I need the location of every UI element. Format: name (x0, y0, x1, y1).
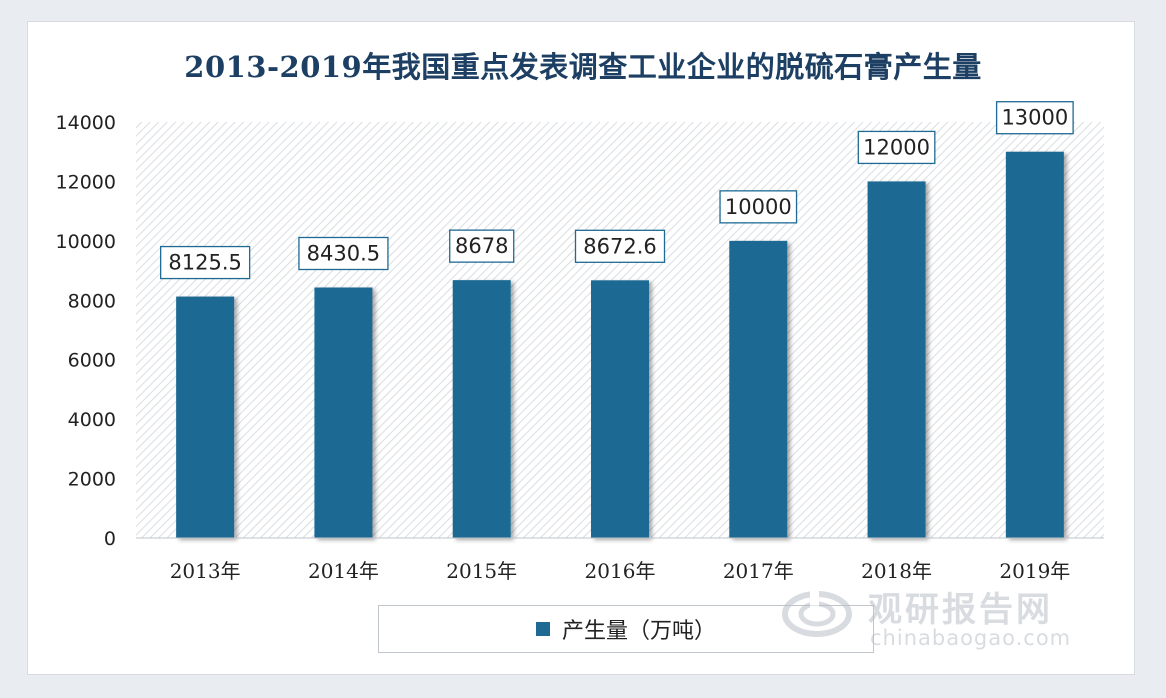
data-label: 10000 (725, 195, 792, 219)
data-labels: 8125.5 8430.5 8678 8672.6 10000 12000 13000 (159, 101, 1074, 280)
watermark: 观研报告网 chinabaogao.com (780, 580, 1110, 660)
data-label-box (857, 130, 936, 165)
bar (176, 296, 235, 538)
data-label-box (298, 236, 389, 271)
data-label: 12000 (863, 135, 930, 159)
y-tick-label: 8000 (68, 290, 116, 312)
x-axis: 2013年 2014年 2015年 2016年 2017年 2018年 2019年 (136, 537, 1104, 583)
data-label: 8678 (455, 234, 508, 258)
x-tick-label: 2017年 (723, 559, 794, 583)
x-tick-label: 2015年 (446, 559, 517, 583)
x-tick-label: 2018年 (861, 559, 932, 583)
bar (1005, 151, 1064, 538)
x-tick-label: 2019年 (999, 559, 1070, 583)
x-tick-label: 2016年 (585, 559, 656, 583)
y-tick-label: 0 (104, 528, 116, 550)
data-label-box (995, 101, 1074, 135)
legend: 产生量（万吨） (378, 605, 874, 653)
x-tick-label: 2014年 (308, 559, 379, 583)
bars (176, 151, 1064, 538)
data-label-box (159, 245, 251, 280)
data-label-box (719, 190, 798, 224)
x-tick-label: 2013年 (170, 559, 241, 583)
data-label: 13000 (1001, 106, 1068, 130)
legend-label: 产生量（万吨） (561, 619, 716, 644)
data-label-box (574, 229, 666, 263)
bar (867, 181, 926, 538)
watermark-logo-icon (782, 588, 852, 637)
bar (729, 240, 788, 538)
bar (314, 287, 373, 538)
y-tick-label: 6000 (68, 350, 116, 372)
data-label: 8125.5 (168, 251, 241, 275)
y-tick-label: 12000 (56, 171, 116, 193)
y-axis: 0 2000 4000 6000 8000 10000 12000 14000 (56, 112, 116, 550)
watermark-en: chinabaogao.com (870, 626, 1072, 650)
watermark-cn: 观研报告网 (868, 590, 1053, 630)
data-label-box (449, 229, 515, 263)
y-tick-label: 2000 (68, 469, 116, 491)
y-tick-label: 14000 (56, 112, 116, 134)
y-tick-label: 10000 (56, 231, 116, 253)
y-tick-label: 4000 (68, 409, 116, 431)
bar (452, 280, 511, 538)
legend-swatch (535, 622, 550, 636)
bar (591, 280, 649, 538)
data-label: 8430.5 (307, 241, 380, 265)
data-label: 8672.6 (583, 234, 656, 258)
chart-title: 2013-2019年我国重点发表调查工业企业的脱硫石膏产生量 (184, 50, 982, 84)
